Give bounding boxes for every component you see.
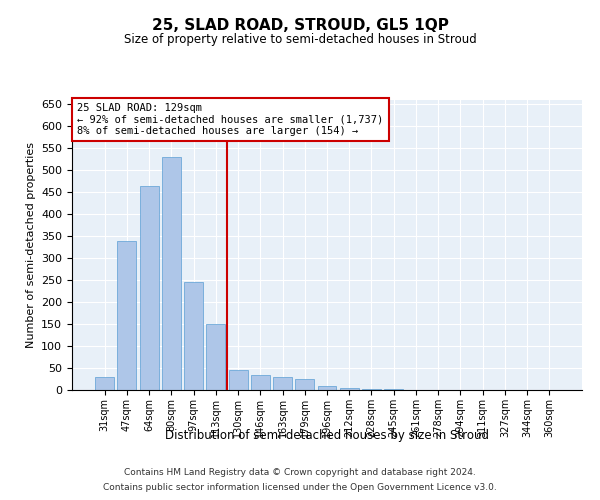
Text: Distribution of semi-detached houses by size in Stroud: Distribution of semi-detached houses by … xyxy=(165,428,489,442)
Bar xyxy=(229,370,248,390)
Bar xyxy=(184,282,203,390)
Bar xyxy=(273,377,292,390)
Bar xyxy=(295,379,314,390)
Bar xyxy=(384,389,403,390)
Text: Contains public sector information licensed under the Open Government Licence v3: Contains public sector information licen… xyxy=(103,483,497,492)
Text: 25 SLAD ROAD: 129sqm
← 92% of semi-detached houses are smaller (1,737)
8% of sem: 25 SLAD ROAD: 129sqm ← 92% of semi-detac… xyxy=(77,103,383,136)
Bar xyxy=(118,240,136,390)
Bar xyxy=(162,157,181,390)
Bar xyxy=(362,389,381,390)
Y-axis label: Number of semi-detached properties: Number of semi-detached properties xyxy=(26,142,35,348)
Bar xyxy=(140,186,158,390)
Text: Size of property relative to semi-detached houses in Stroud: Size of property relative to semi-detach… xyxy=(124,32,476,46)
Bar xyxy=(95,377,114,390)
Text: Contains HM Land Registry data © Crown copyright and database right 2024.: Contains HM Land Registry data © Crown c… xyxy=(124,468,476,477)
Bar xyxy=(206,324,225,390)
Bar xyxy=(317,386,337,390)
Bar xyxy=(340,388,359,390)
Bar xyxy=(251,374,270,390)
Text: 25, SLAD ROAD, STROUD, GL5 1QP: 25, SLAD ROAD, STROUD, GL5 1QP xyxy=(152,18,448,32)
